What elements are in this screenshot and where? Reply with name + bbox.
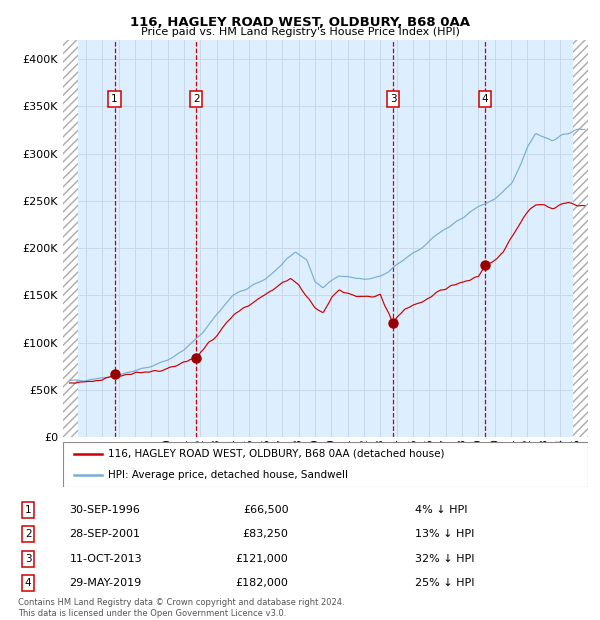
Text: 116, HAGLEY ROAD WEST, OLDBURY, B68 0AA (detached house): 116, HAGLEY ROAD WEST, OLDBURY, B68 0AA …	[107, 449, 444, 459]
Text: 116, HAGLEY ROAD WEST, OLDBURY, B68 0AA: 116, HAGLEY ROAD WEST, OLDBURY, B68 0AA	[130, 16, 470, 29]
Text: Contains HM Land Registry data © Crown copyright and database right 2024.
This d: Contains HM Land Registry data © Crown c…	[18, 598, 344, 618]
Text: HPI: Average price, detached house, Sandwell: HPI: Average price, detached house, Sand…	[107, 470, 347, 480]
Text: 13% ↓ HPI: 13% ↓ HPI	[415, 529, 475, 539]
Text: 25% ↓ HPI: 25% ↓ HPI	[415, 578, 475, 588]
Text: 11-OCT-2013: 11-OCT-2013	[70, 554, 142, 564]
Text: 4: 4	[482, 94, 488, 104]
Text: 3: 3	[390, 94, 397, 104]
Text: 28-SEP-2001: 28-SEP-2001	[70, 529, 140, 539]
Text: Price paid vs. HM Land Registry's House Price Index (HPI): Price paid vs. HM Land Registry's House …	[140, 27, 460, 37]
Text: 30-SEP-1996: 30-SEP-1996	[70, 505, 140, 515]
Text: £121,000: £121,000	[236, 554, 289, 564]
Text: 1: 1	[25, 505, 31, 515]
Text: 1: 1	[111, 94, 118, 104]
Bar	[573, 40, 588, 437]
Text: 3: 3	[25, 554, 31, 564]
Text: 4: 4	[25, 578, 31, 588]
Text: 2: 2	[25, 529, 31, 539]
Text: £66,500: £66,500	[243, 505, 289, 515]
Text: £83,250: £83,250	[242, 529, 289, 539]
Text: 29-MAY-2019: 29-MAY-2019	[70, 578, 142, 588]
Text: 32% ↓ HPI: 32% ↓ HPI	[415, 554, 475, 564]
Text: 2: 2	[193, 94, 199, 104]
Text: £182,000: £182,000	[236, 578, 289, 588]
FancyBboxPatch shape	[63, 442, 588, 487]
Bar	[63, 40, 78, 437]
Text: 4% ↓ HPI: 4% ↓ HPI	[415, 505, 468, 515]
